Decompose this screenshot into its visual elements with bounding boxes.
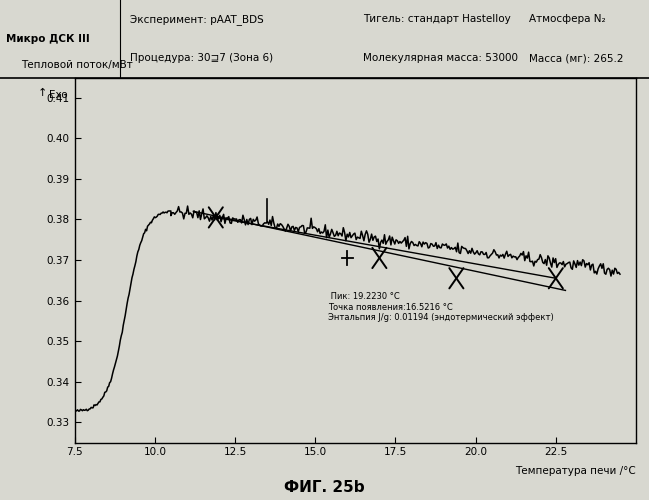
Text: Молекулярная масса: 53000: Молекулярная масса: 53000: [363, 53, 519, 63]
Text: Тигель: стандарт Hastelloy: Тигель: стандарт Hastelloy: [363, 14, 511, 24]
Text: Эксперимент: pAAT_BDS: Эксперимент: pAAT_BDS: [130, 14, 263, 25]
Text: ФИГ. 25b: ФИГ. 25b: [284, 480, 365, 495]
Text: Атмосфера N₂: Атмосфера N₂: [529, 14, 606, 24]
Text: Процедура: 30⊒7 (Зона 6): Процедура: 30⊒7 (Зона 6): [130, 53, 273, 63]
Text: ↑: ↑: [38, 88, 47, 99]
Text: Exo: Exo: [49, 90, 68, 101]
Text: Тепловой поток/мВт: Тепловой поток/мВт: [21, 60, 133, 70]
Text: Температура печи /°C: Температура печи /°C: [515, 466, 636, 476]
Text: Масса (мг): 265.2: Масса (мг): 265.2: [529, 53, 624, 63]
Text: Пик: 19.2230 °C
Точка появления:16.5216 °C
Энтальпия J/g: 0.01194 (эндотермическ: Пик: 19.2230 °C Точка появления:16.5216 …: [328, 292, 554, 322]
Text: Микро ДСК III: Микро ДСК III: [6, 34, 90, 44]
